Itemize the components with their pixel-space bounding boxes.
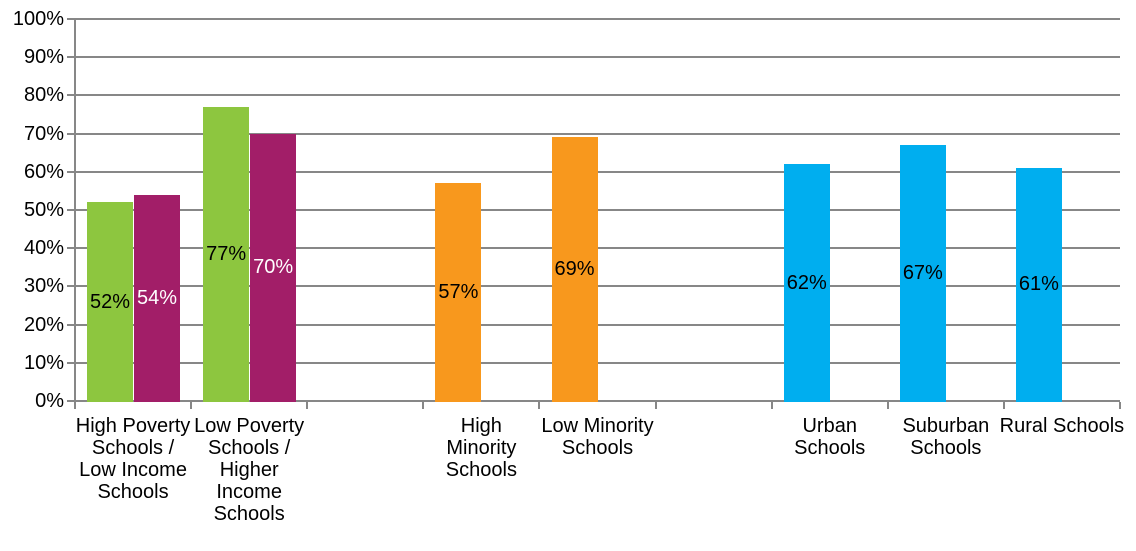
x-axis-tick — [886, 402, 889, 409]
x-axis-category-label: Low Poverty Schools / Higher Income Scho… — [194, 415, 305, 525]
gridline-60 — [75, 170, 1120, 173]
y-axis-label: 70% — [23, 122, 64, 145]
bar-value-label: 52% — [90, 290, 131, 313]
bar-69pct — [551, 137, 598, 402]
bar-value-label: 70% — [253, 256, 294, 279]
x-axis-tick — [654, 402, 657, 409]
bar-value-label: 69% — [554, 258, 595, 281]
x-axis-tick — [422, 402, 425, 409]
bar-61pct — [1015, 167, 1062, 402]
bar-52pct — [87, 202, 134, 402]
x-axis-category-label: Rural Schools — [999, 415, 1125, 437]
bar-70pct — [250, 133, 297, 402]
gridline-10 — [75, 361, 1120, 364]
bar-value-label: 77% — [206, 242, 247, 265]
x-axis-category-label: High Poverty Schools / Low Income School… — [75, 415, 191, 503]
bar-value-label: 61% — [1018, 273, 1059, 296]
bar-value-label: 67% — [902, 262, 943, 285]
bar-54pct — [134, 194, 181, 402]
bar-57pct — [435, 183, 482, 402]
gridline-40 — [75, 247, 1120, 250]
y-axis-tick — [67, 170, 75, 173]
y-axis-tick — [67, 247, 75, 250]
bar-value-label: 54% — [137, 286, 178, 309]
gridline-50 — [75, 209, 1120, 211]
x-axis-tick — [770, 402, 773, 409]
x-axis-tick — [1002, 402, 1005, 409]
y-axis-label: 40% — [23, 237, 64, 260]
y-axis-label: 0% — [35, 390, 64, 412]
y-axis-label: 30% — [23, 275, 64, 298]
bar-77pct — [203, 106, 250, 402]
bar-value-label: 62% — [786, 271, 827, 294]
y-axis-tick — [67, 56, 75, 59]
y-axis-label: 60% — [23, 160, 64, 183]
gridline-30 — [75, 285, 1120, 288]
y-axis-label: 90% — [23, 46, 64, 69]
x-axis-category-label: Suburban Schools — [902, 415, 990, 459]
bar-value-label: 57% — [438, 281, 479, 304]
y-axis-tick — [67, 94, 75, 97]
y-axis-tick — [67, 285, 75, 288]
gridline-70 — [75, 132, 1120, 135]
y-axis-tick — [67, 18, 75, 20]
bar-62pct — [783, 164, 830, 402]
gridline-0 — [75, 400, 1120, 402]
x-axis-category-label: Urban Schools — [794, 415, 866, 459]
x-axis-tick — [74, 402, 76, 409]
y-axis-tick — [67, 132, 75, 135]
gridline-90 — [75, 56, 1120, 59]
y-axis-label: 50% — [23, 199, 64, 221]
x-axis-category-label: Low Minority Schools — [541, 415, 654, 459]
y-axis-label: 100% — [12, 8, 64, 30]
x-axis-category-label: High Minority Schools — [445, 415, 517, 481]
gridline-80 — [75, 94, 1120, 97]
y-axis-line — [74, 18, 76, 403]
y-axis-label: 10% — [23, 351, 64, 374]
y-axis-label: 20% — [23, 313, 64, 336]
y-axis-tick — [67, 400, 75, 402]
x-axis-tick — [538, 402, 541, 409]
x-axis-tick — [306, 402, 309, 409]
x-axis-tick — [1119, 402, 1121, 409]
y-axis-tick — [67, 361, 75, 364]
y-axis-tick — [67, 209, 75, 211]
y-axis-label: 80% — [23, 84, 64, 107]
gridline-20 — [75, 323, 1120, 326]
x-axis-tick — [190, 402, 193, 409]
y-axis-tick — [67, 323, 75, 326]
gridline-100 — [75, 18, 1120, 20]
bar-67pct — [899, 145, 946, 402]
